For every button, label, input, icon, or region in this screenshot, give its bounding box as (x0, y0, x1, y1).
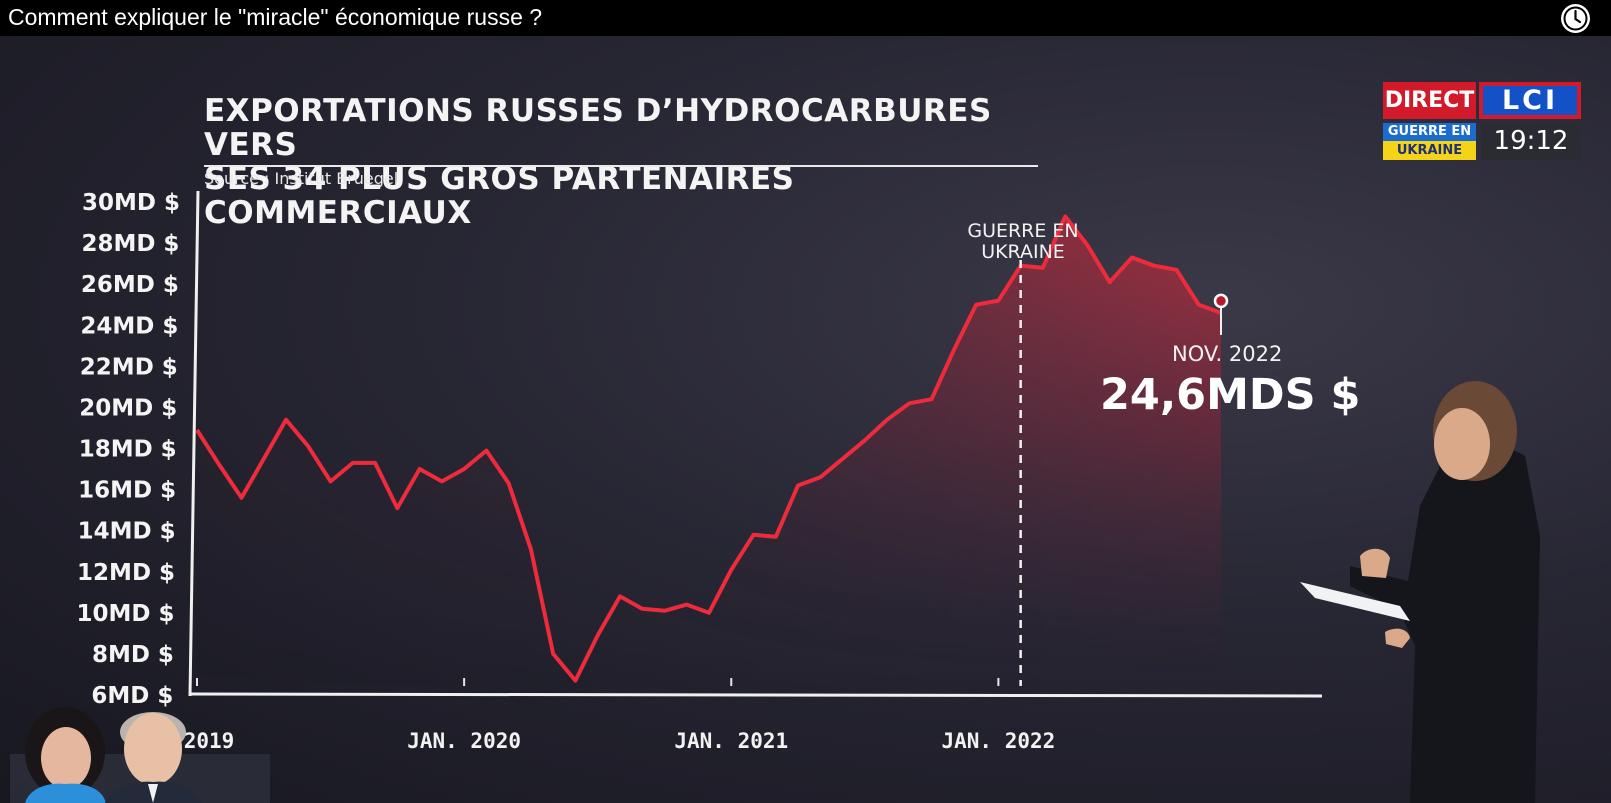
video-title-bar: Comment expliquer le "miracle" économiqu… (0, 0, 1611, 36)
series-line (195, 214, 1222, 683)
presenter-figure (1300, 381, 1540, 803)
y-tick-label: 14MD $ (78, 519, 176, 545)
y-tick-label: 26MD $ (81, 272, 179, 298)
y-tick-label: 12MD $ (77, 560, 175, 586)
y-tick-label: 10MD $ (77, 601, 175, 627)
war-annotation: GUERRE EN UKRAINE (958, 221, 1088, 263)
war-annotation-line1: GUERRE EN (967, 220, 1079, 242)
y-tick-label: 16MD $ (78, 478, 176, 504)
x-tick-label: JAN. 2021 (674, 729, 788, 753)
chart-source: Source : Institut Bruegel (204, 169, 399, 188)
channel-logo: DIRECT LCI GUERRE EN UKRAINE 19:12 (1383, 82, 1583, 160)
chart: 30MD $ 28MD $ 26MD $ 24MD $ 22MD $ 20MD $ 18MD… (77, 190, 1323, 753)
y-tick-label: 8MD $ (92, 642, 174, 668)
ukraine-war-badge-line1: GUERRE EN (1383, 123, 1476, 141)
anchor-avatar-woman (25, 707, 106, 803)
chart-title-line1: EXPORTATIONS RUSSES D’HYDROCARBURES VERS (204, 93, 992, 163)
end-date-label: NOV. 2022 (1172, 342, 1283, 366)
ukraine-war-badge: GUERRE EN UKRAINE (1383, 123, 1476, 160)
chart-title: EXPORTATIONS RUSSES D’HYDROCARBURES VERS… (204, 94, 1044, 230)
video-player[interactable]: 30MD $ 28MD $ 26MD $ 24MD $ 22MD $ 20MD $ 18MD… (0, 36, 1611, 803)
end-marker-point (1213, 293, 1229, 309)
y-tick-label: 28MD $ (81, 231, 179, 257)
chart-title-line2: SES 34 PLUS GROS PARTENAIRES COMMERCIAUX (204, 161, 795, 231)
lci-logo: LCI (1479, 82, 1581, 119)
y-tick-label: 20MD $ (79, 395, 177, 421)
y-tick-label: 6MD $ (91, 683, 173, 709)
y-tick-label: 24MD $ (80, 313, 178, 339)
end-value-label: 24,6MDS $ (1100, 370, 1361, 420)
anchors-thumbnail (10, 707, 270, 803)
y-tick-label: 18MD $ (79, 437, 177, 463)
y-tick-label: 22MD $ (80, 354, 178, 380)
x-tick-label: 2019 (184, 729, 235, 753)
area-fill (197, 216, 1221, 695)
x-tick-label: JAN. 2022 (941, 729, 1055, 753)
clock-icon[interactable] (1561, 4, 1590, 33)
y-tick-label: 30MD $ (82, 190, 180, 216)
direct-badge: DIRECT (1383, 82, 1476, 119)
anchor-avatar-man (105, 712, 202, 803)
video-title[interactable]: Comment expliquer le "miracle" économiqu… (8, 4, 543, 30)
x-tick-label: JAN. 2020 (407, 729, 521, 753)
broadcast-clock: 19:12 (1481, 123, 1581, 160)
lci-logo-text: LCI (1483, 86, 1577, 115)
y-axis-line (188, 190, 200, 697)
title-underline (204, 165, 1038, 167)
war-annotation-line2: UKRAINE (981, 241, 1065, 263)
ukraine-war-badge-line2: UKRAINE (1383, 141, 1476, 160)
